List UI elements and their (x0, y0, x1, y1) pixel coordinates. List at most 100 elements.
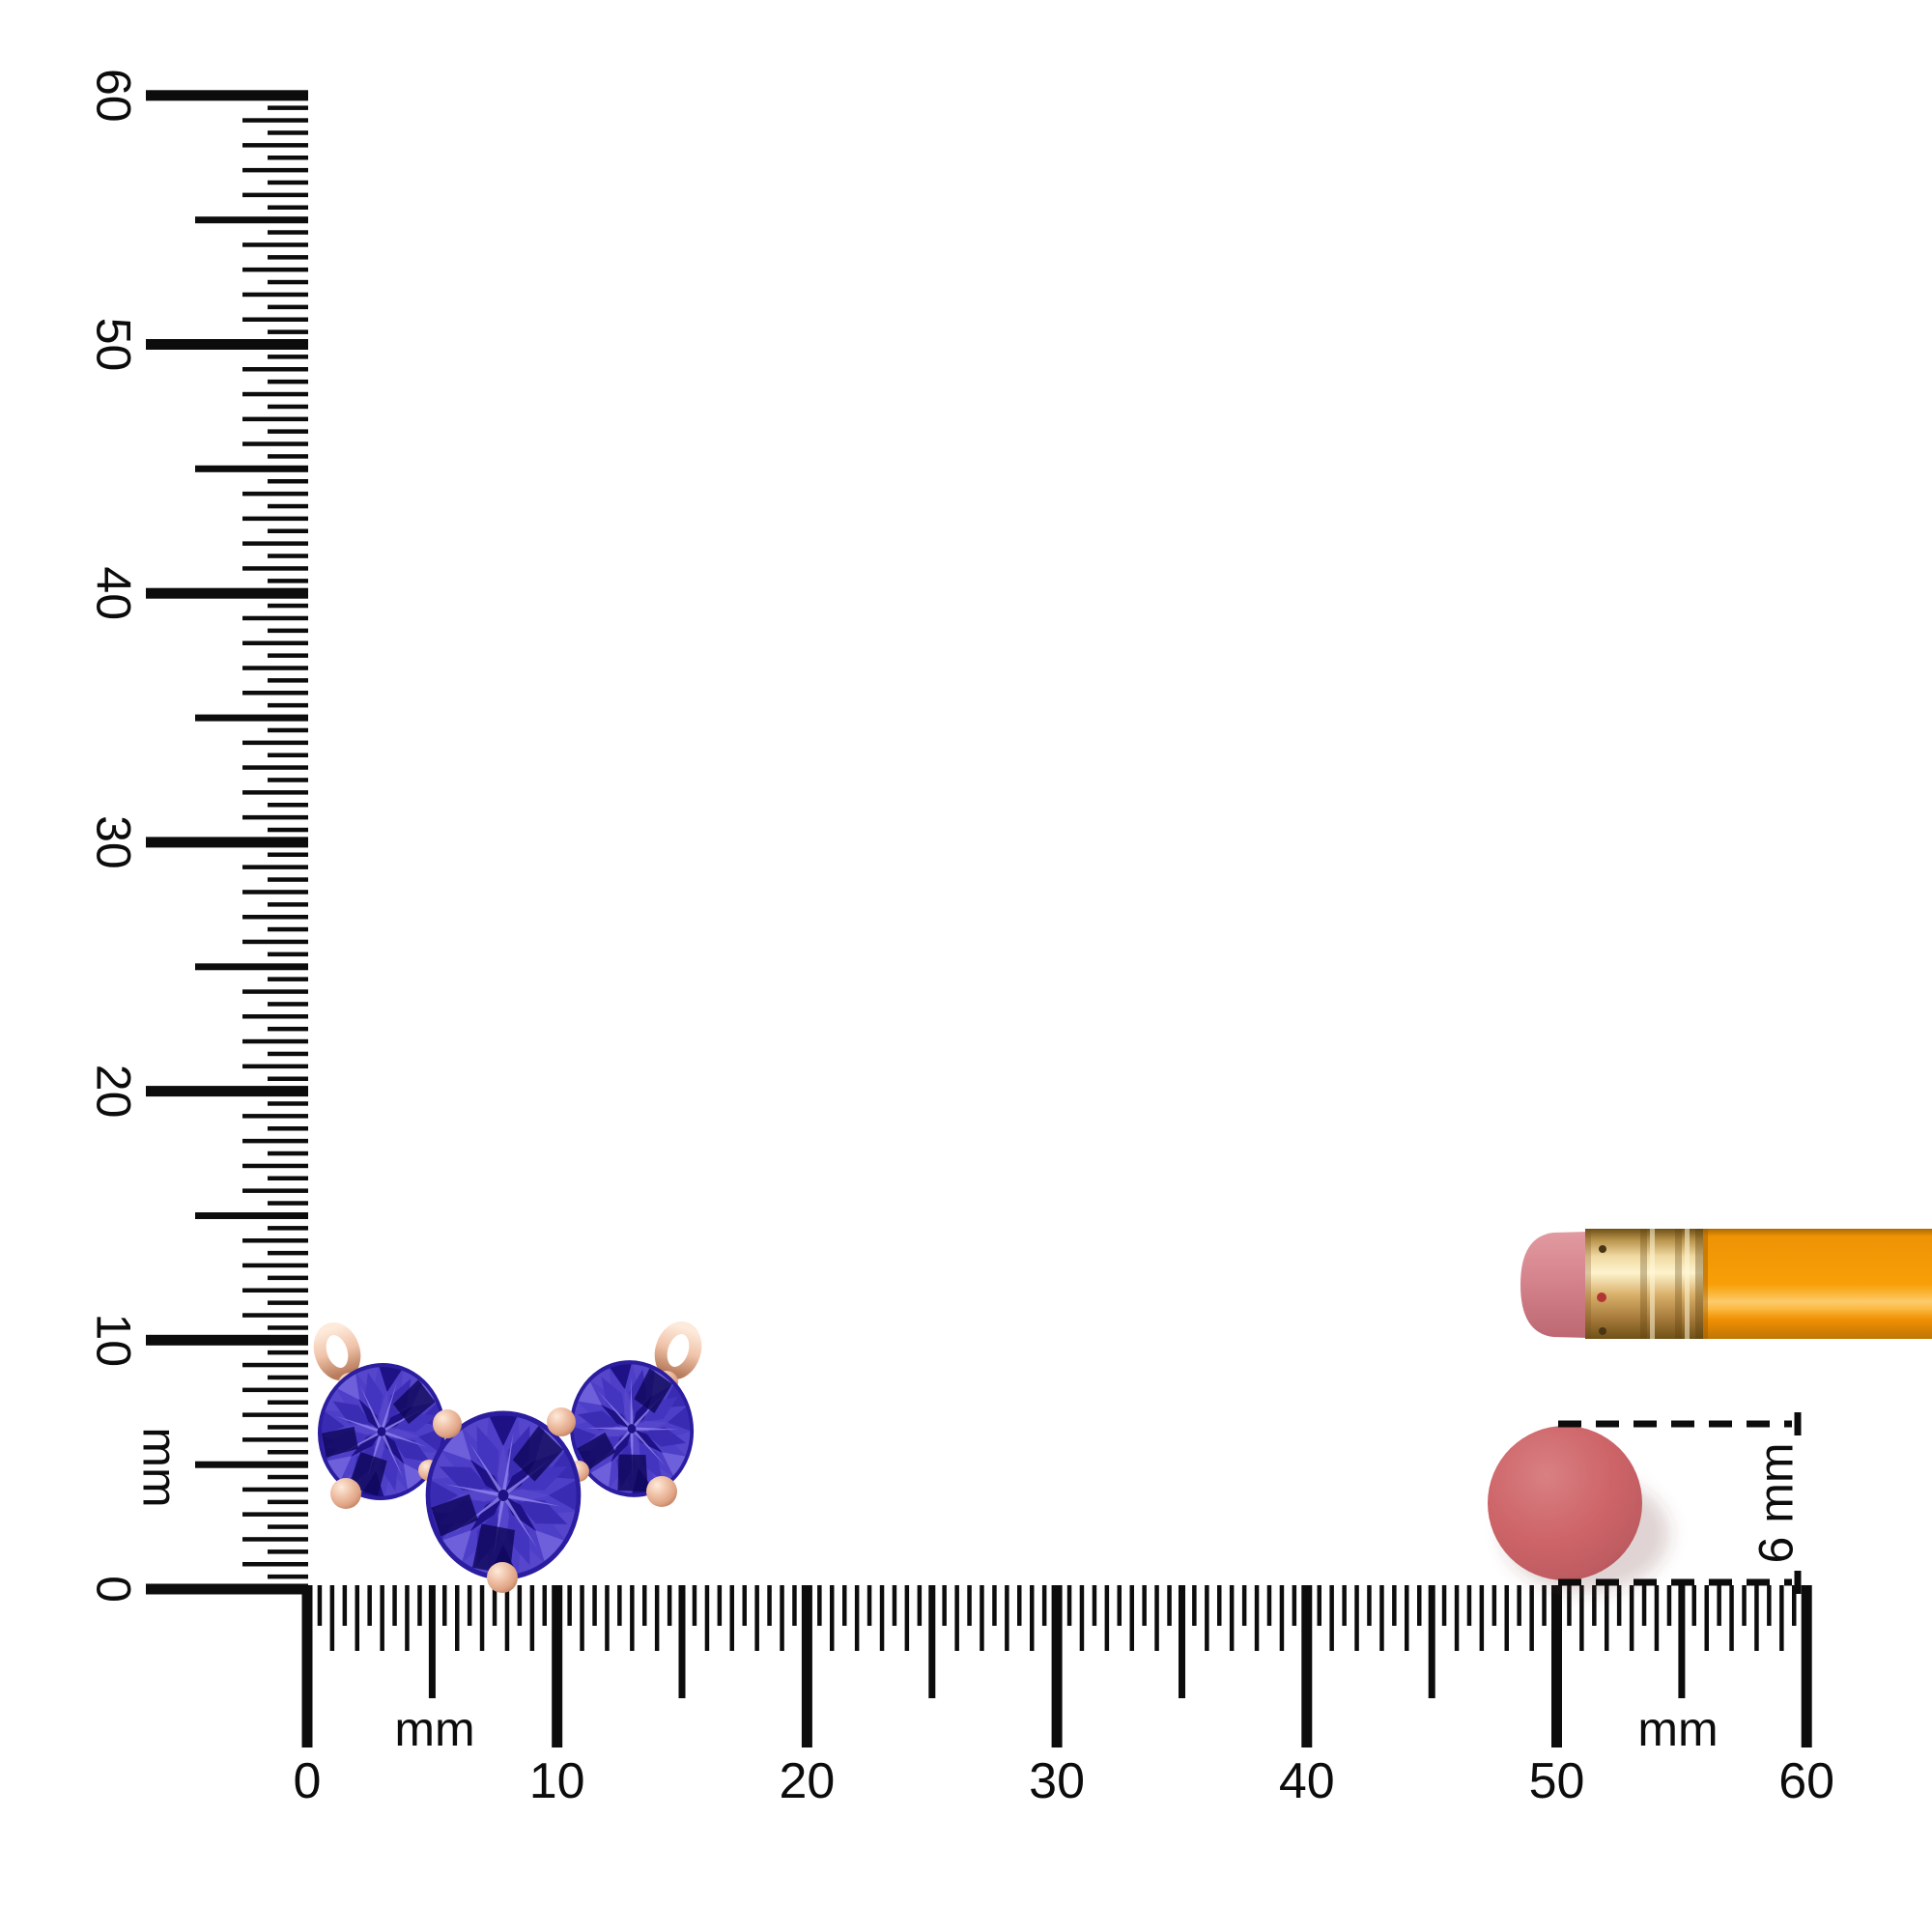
v-ruler-tick (268, 628, 308, 634)
gem-facet (319, 1409, 345, 1436)
horizontal-ruler: 0 10 20 30 40 50 60 (294, 1585, 1834, 1809)
gem-dark-facet (512, 1425, 564, 1482)
v-ruler-tick (268, 1400, 308, 1405)
gem-facet (661, 1452, 688, 1478)
v-ruler-number: 0 (87, 1576, 141, 1603)
v-ruler-tick (268, 1002, 308, 1007)
v-ruler-tick (242, 441, 308, 446)
h-ruler-tick (1292, 1585, 1297, 1626)
v-ruler-tick (268, 255, 308, 260)
v-ruler-tick (146, 90, 308, 101)
gem-dark-facet (617, 1454, 648, 1492)
v-ruler-number: 20 (87, 1065, 141, 1119)
h-ruler-number: 30 (1029, 1753, 1085, 1809)
h-ruler-tick (1678, 1585, 1686, 1698)
v-ruler-tick (195, 1461, 308, 1468)
h-ruler-tick (428, 1585, 436, 1698)
v-ruler-tick (268, 877, 308, 882)
v-ruler-tick (268, 702, 308, 708)
h-ruler-tick (992, 1585, 997, 1626)
h-ruler-tick (1317, 1585, 1321, 1626)
v-ruler-tick (268, 1275, 308, 1281)
v-ruler-tick (242, 765, 308, 770)
gem-sparkle (335, 1415, 383, 1434)
v-ruler-tick (268, 977, 308, 981)
h-ruler-tick (1729, 1585, 1734, 1651)
h-ruler-tick (1066, 1585, 1072, 1626)
v-ruler-tick (268, 926, 308, 932)
h-ruler-tick (1605, 1585, 1609, 1651)
gem-facet (325, 1456, 353, 1482)
v-ruler-tick (268, 554, 308, 558)
gem-sparkle (469, 1442, 505, 1497)
v-ruler-tick (268, 827, 308, 833)
h-ruler-tick (1030, 1585, 1035, 1651)
h-ruler-tick (1567, 1585, 1572, 1626)
ferrule-dot (1599, 1245, 1606, 1253)
gem-dark-facet (393, 1379, 436, 1425)
v-ruler-tick (242, 1313, 308, 1318)
gem-sparkle (631, 1427, 679, 1431)
pencil (1520, 1229, 1932, 1339)
h-ruler-tick (1504, 1585, 1509, 1651)
h-ruler-tick (867, 1585, 872, 1626)
h-ruler-tick (1192, 1585, 1197, 1626)
v-ruler-tick (242, 541, 308, 546)
v-ruler-tick (268, 528, 308, 533)
v-ruler-tick (242, 566, 308, 571)
gem-left (317, 1363, 446, 1500)
h-ruler-tick (1266, 1585, 1272, 1626)
v-ruler-tick (242, 1387, 308, 1393)
h-ruler-tick (1041, 1585, 1047, 1626)
h-ruler-tick (1428, 1585, 1435, 1698)
v-ruler-tick (242, 989, 308, 994)
v-ruler-tick (242, 391, 308, 397)
v-ruler-tick (195, 465, 308, 472)
gem-facet (440, 1427, 471, 1461)
h-ruler-tick (1241, 1585, 1247, 1626)
h-ruler-tick (1779, 1585, 1784, 1651)
gem-facet (364, 1372, 384, 1421)
v-ruler-tick (242, 491, 308, 497)
h-ruler-tick (1329, 1585, 1334, 1651)
pendant-bail-left (313, 1322, 361, 1380)
h-ruler-number: 10 (529, 1753, 585, 1809)
h-ruler-unit-left: mm (394, 1702, 474, 1756)
h-ruler-number: 20 (779, 1753, 835, 1809)
gem-facet (632, 1429, 663, 1454)
gem-facet (335, 1372, 360, 1401)
gem-facet (488, 1414, 519, 1446)
h-ruler-tick (1167, 1585, 1172, 1626)
h-ruler-tick (780, 1585, 784, 1651)
v-ruler-tick (146, 1086, 308, 1097)
prong-bottom-left (330, 1478, 361, 1509)
v-ruler-tick (242, 1437, 308, 1442)
pendant (313, 1321, 702, 1593)
gem-facet (641, 1427, 687, 1447)
v-ruler-tick (242, 1487, 308, 1492)
gem-facet (667, 1406, 693, 1432)
v-ruler-tick (242, 615, 308, 621)
v-ruler-tick (268, 678, 308, 683)
h-ruler-tick (654, 1585, 660, 1651)
gem-facet (379, 1365, 403, 1393)
v-ruler-unit: mm (133, 1427, 187, 1507)
h-ruler-tick (1529, 1585, 1534, 1651)
gem-dark-facet (577, 1432, 616, 1470)
h-ruler-tick (792, 1585, 797, 1626)
h-ruler-tick (667, 1585, 672, 1626)
gem-facet (601, 1404, 632, 1429)
gem-sparkle (630, 1427, 666, 1466)
gem-facet (576, 1379, 603, 1406)
h-ruler-tick (742, 1585, 747, 1626)
h-ruler-tick (1079, 1585, 1085, 1651)
v-ruler-tick (242, 192, 308, 198)
h-ruler-tick (917, 1585, 923, 1626)
h-ruler-tick (1479, 1585, 1485, 1651)
gem-dark-facet (472, 1523, 516, 1576)
v-ruler-tick (268, 429, 308, 434)
v-ruler-tick (242, 1512, 308, 1517)
ferrule-dot-red (1597, 1293, 1606, 1302)
ferrule-edge (1695, 1229, 1703, 1339)
gem-facet (611, 1429, 632, 1463)
